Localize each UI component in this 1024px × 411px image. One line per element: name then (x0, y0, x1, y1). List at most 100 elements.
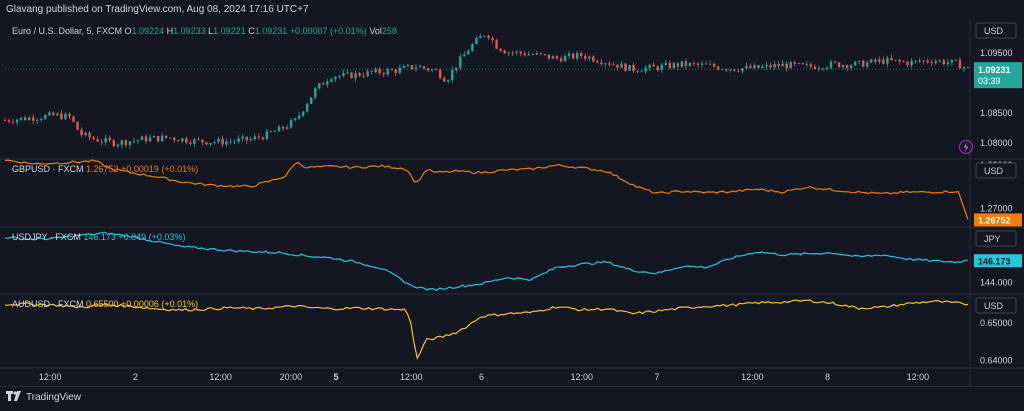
candle-body (644, 67, 647, 72)
candle-body (23, 117, 27, 121)
candle-body (620, 63, 623, 68)
candle-body (181, 138, 184, 142)
price-tick-label: 1.27000 (980, 204, 1013, 214)
lightning-icon[interactable] (958, 139, 974, 155)
price-tick-label: 144.000 (980, 278, 1013, 288)
candle-body (128, 141, 132, 146)
candle-body (749, 65, 752, 69)
time-tick-label: 8 (825, 372, 830, 382)
multi-pane-chart[interactable]: 1.095001.090001.085001.08000USD1.0923103… (0, 0, 1024, 386)
time-tick-label: 12:00 (741, 372, 764, 382)
candle-body (430, 69, 434, 71)
candle-body (56, 113, 59, 116)
candle-body (112, 140, 115, 147)
candle-body (499, 48, 502, 51)
candle-body (245, 136, 248, 141)
candle-body (414, 67, 418, 69)
candle-body (575, 53, 579, 59)
candle-body (64, 113, 67, 120)
candle-body (116, 144, 120, 147)
price-tick-label: 0.65000 (980, 318, 1013, 328)
candle-body (169, 137, 172, 139)
candle-body (571, 53, 575, 59)
candle-body (692, 62, 696, 64)
candle-body (716, 66, 720, 70)
candle-body (350, 72, 353, 79)
candle-body (330, 79, 333, 82)
jpy-price-tag (974, 254, 1022, 268)
candle-body (338, 75, 341, 77)
candle-body (777, 64, 780, 67)
candle-body (301, 111, 305, 116)
jpy-legend: USDJPY · FXCM 146.173 +0.049 (+0.03%) (12, 232, 185, 242)
candle-body (745, 65, 748, 69)
candle-body (600, 62, 603, 65)
candle-body (48, 112, 51, 116)
candle-body (442, 78, 446, 82)
candle-body (269, 131, 273, 133)
candle-body (197, 139, 200, 141)
candle-body (249, 138, 252, 141)
candle-body (354, 73, 357, 79)
time-tick-label: 20:00 (280, 372, 303, 382)
candle-body (322, 83, 325, 85)
currency-button[interactable] (975, 230, 1017, 247)
candle-body (406, 65, 410, 67)
candle-body (370, 71, 373, 73)
currency-button[interactable] (975, 162, 1017, 179)
candle-body (668, 62, 672, 69)
price-tick-label: 1.08000 (980, 138, 1013, 148)
candle-body (305, 103, 309, 112)
currency-button[interactable] (975, 22, 1017, 39)
candle-body (152, 136, 156, 138)
aud-series-line (5, 299, 969, 360)
candle-body (96, 139, 99, 142)
candle-body (632, 64, 635, 72)
candle-body (310, 97, 313, 104)
candle-body (209, 142, 212, 145)
candle-body (588, 56, 591, 59)
candle-body (579, 53, 583, 57)
candle-body (608, 63, 611, 65)
candle-body (132, 140, 136, 142)
candle-body (753, 65, 756, 69)
candle-body (898, 59, 901, 62)
time-tick-label: 12:00 (400, 372, 423, 382)
candle-body (120, 140, 124, 145)
tradingview-logo[interactable]: TradingView (6, 391, 81, 404)
candle-body (233, 141, 236, 143)
candle-body (809, 64, 813, 67)
currency-button[interactable] (975, 297, 1017, 314)
candle-body (173, 137, 176, 141)
candle-body (962, 67, 966, 69)
candle-body (479, 36, 482, 39)
candle-body (785, 63, 788, 69)
candle-body (422, 66, 426, 69)
time-tick-label: 2 (133, 372, 138, 382)
candle-body (402, 66, 406, 68)
candle-body (660, 64, 663, 70)
candle-body (757, 65, 760, 68)
candle-body (213, 142, 216, 143)
candle-body (821, 68, 825, 70)
time-tick-label: 12:00 (571, 372, 594, 382)
candle-body (519, 51, 522, 54)
candle-body (463, 54, 466, 57)
candle-body (148, 137, 152, 142)
aud-legend: AUDUSD · FXCM 0.65500 +0.00006 (+0.01%) (12, 299, 198, 309)
candle-body (140, 136, 144, 141)
candle-body (507, 52, 510, 54)
candle-body (922, 60, 925, 62)
time-tick-label: 7 (655, 372, 660, 382)
time-tick-label: 5 (334, 372, 339, 382)
candle-body (11, 121, 15, 123)
candle-body (801, 63, 804, 65)
candle-body (729, 69, 732, 71)
last-price-tag (974, 62, 1022, 89)
candle-body (733, 69, 736, 71)
candle-body (19, 117, 23, 120)
candle-body (503, 50, 506, 54)
candle-body (410, 65, 414, 69)
candle-body (656, 66, 659, 70)
currency-label: USD (984, 166, 1004, 176)
